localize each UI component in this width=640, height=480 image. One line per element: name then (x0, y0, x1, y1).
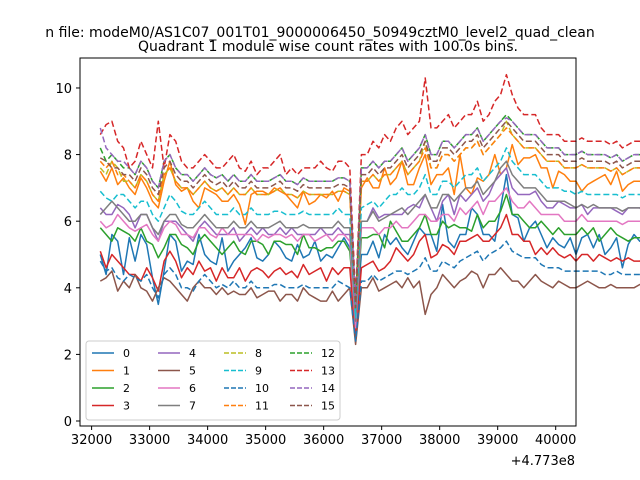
x-tick-label: 35000 (245, 433, 286, 448)
x-tick-label: 38000 (419, 433, 460, 448)
x-tick-label: 36000 (303, 433, 344, 448)
legend-label-2: 2 (123, 382, 130, 395)
x-tick-label: 32000 (71, 433, 112, 448)
legend-label-10: 10 (255, 382, 269, 395)
legend-label-8: 8 (255, 347, 262, 360)
y-tick-label: 4 (64, 282, 72, 297)
series-line-6 (99, 187, 640, 329)
series-line-2 (99, 193, 640, 322)
legend-label-1: 1 (123, 365, 130, 378)
series-line-12 (99, 113, 640, 306)
chart-title: Quadrant 1 module wise count rates with … (138, 39, 518, 55)
x-axis-offset-label: +4.773e8 (511, 454, 575, 469)
figure-suptitle: n file: modeM0/AS1C07_001T01_9000006450_… (45, 25, 594, 41)
legend-box (85, 340, 341, 421)
x-tick-label: 40000 (535, 433, 576, 448)
legend-label-3: 3 (123, 400, 130, 413)
x-tick-label: 34000 (187, 433, 228, 448)
series-line-7 (99, 160, 640, 322)
legend-label-7: 7 (189, 400, 196, 413)
legend-label-15: 15 (321, 400, 335, 413)
legend-label-12: 12 (321, 347, 335, 360)
legend-label-13: 13 (321, 365, 335, 378)
legend-label-0: 0 (123, 347, 130, 360)
legend-label-11: 11 (255, 400, 269, 413)
series-line-10 (99, 240, 640, 342)
series-line-15 (99, 120, 640, 309)
series-line-1 (99, 143, 640, 309)
series-line-3 (99, 213, 640, 339)
plot-frame (79, 57, 577, 427)
series-line-8 (99, 120, 640, 309)
y-tick-label: 8 (64, 149, 72, 164)
legend-label-6: 6 (189, 382, 196, 395)
x-tick-label: 33000 (129, 433, 170, 448)
series-line-13 (99, 73, 640, 299)
series-line-9 (99, 147, 640, 319)
series-line-14 (99, 117, 640, 306)
y-tick-label: 2 (64, 348, 72, 363)
series-line-4 (99, 167, 640, 316)
legend-label-14: 14 (321, 382, 335, 395)
x-axis-ticks: 32000 33000 34000 35000 36000 37000 38000 39000… (71, 426, 576, 448)
series-lines (99, 73, 640, 346)
x-tick-label: 37000 (361, 433, 402, 448)
y-tick-label: 6 (64, 215, 72, 230)
legend-label-4: 4 (189, 347, 196, 360)
series-line-5 (99, 267, 640, 346)
y-axis-ticks: 0 2 4 6 8 10 (55, 82, 80, 430)
x-tick-label: 39000 (477, 433, 518, 448)
y-tick-label: 0 (64, 415, 72, 430)
legend-label-5: 5 (189, 365, 196, 378)
legend-label-9: 9 (255, 365, 262, 378)
y-tick-label: 10 (55, 82, 72, 97)
